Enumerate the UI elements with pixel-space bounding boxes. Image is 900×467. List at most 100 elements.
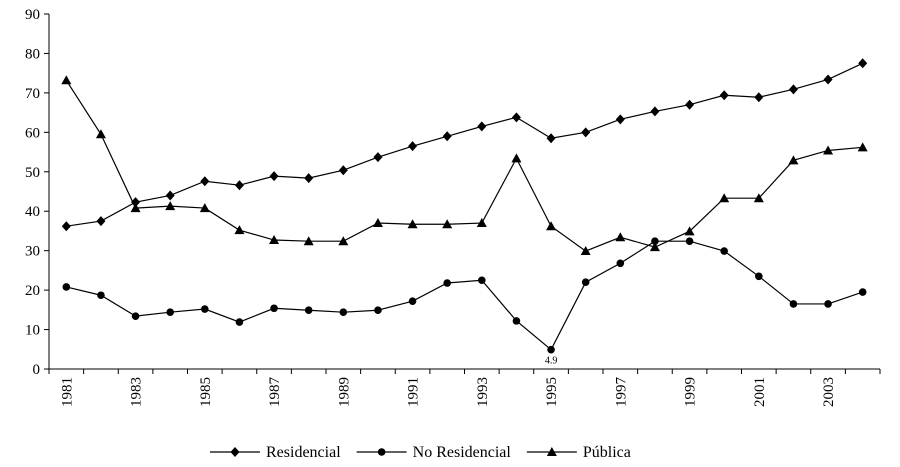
y-tick-label: 30 bbox=[25, 244, 40, 260]
marker-triangle bbox=[234, 225, 245, 235]
marker-triangle bbox=[511, 153, 522, 163]
marker-diamond bbox=[719, 90, 729, 101]
marker-circle bbox=[339, 308, 348, 317]
marker-circle bbox=[62, 283, 71, 291]
marker-diamond bbox=[304, 173, 314, 184]
legend-label: No Residencial bbox=[413, 444, 512, 461]
marker-circle bbox=[581, 278, 590, 287]
y-tick-label: 0 bbox=[33, 362, 41, 378]
y-tick-label: 10 bbox=[25, 323, 40, 339]
marker-diamond bbox=[408, 141, 418, 152]
legend-label: Pública bbox=[583, 444, 631, 461]
marker-diamond bbox=[61, 221, 71, 232]
y-tick-label: 90 bbox=[25, 7, 40, 23]
marker-triangle bbox=[269, 235, 280, 245]
marker-circle bbox=[720, 247, 728, 255]
y-tick-label: 80 bbox=[25, 46, 40, 62]
marker-circle bbox=[97, 291, 105, 300]
x-tick-label: 1981 bbox=[59, 377, 75, 407]
series-line bbox=[66, 240, 863, 351]
marker-diamond bbox=[442, 131, 452, 142]
marker-triangle bbox=[165, 201, 176, 211]
marker-diamond bbox=[96, 216, 106, 227]
marker-circle bbox=[131, 312, 140, 320]
marker-circle bbox=[685, 237, 694, 245]
y-tick-label: 40 bbox=[25, 204, 40, 220]
marker-circle bbox=[304, 306, 313, 315]
marker-circle bbox=[443, 279, 451, 287]
marker-triangle bbox=[303, 236, 314, 246]
marker-triangle bbox=[580, 246, 591, 256]
marker-diamond bbox=[788, 84, 798, 95]
marker-diamond bbox=[269, 171, 279, 182]
x-tick-label: 1999 bbox=[683, 377, 699, 407]
marker-diamond bbox=[823, 74, 833, 85]
marker-circle bbox=[858, 288, 867, 296]
marker-diamond bbox=[546, 133, 556, 144]
marker-triangle bbox=[61, 75, 72, 85]
marker-diamond bbox=[581, 127, 591, 138]
y-tick-label: 70 bbox=[25, 86, 40, 102]
marker-diamond bbox=[234, 180, 244, 191]
marker-diamond bbox=[165, 190, 175, 201]
legend-label: Residencial bbox=[266, 444, 341, 461]
marker-triangle bbox=[719, 193, 730, 203]
data-label: 4.9 bbox=[545, 356, 558, 367]
x-tick-label: 2001 bbox=[752, 377, 768, 407]
x-tick-label: 1989 bbox=[336, 377, 352, 407]
y-tick-label: 20 bbox=[25, 283, 40, 299]
marker-triangle bbox=[649, 242, 660, 252]
marker-triangle bbox=[199, 203, 210, 213]
marker-diamond bbox=[477, 121, 487, 132]
x-tick-label: 1995 bbox=[544, 377, 560, 407]
marker-circle bbox=[374, 306, 382, 315]
y-tick-label: 60 bbox=[25, 125, 40, 141]
marker-circle bbox=[201, 305, 209, 313]
marker-circle bbox=[512, 317, 521, 325]
marker-diamond bbox=[373, 152, 383, 163]
marker-diamond bbox=[858, 58, 868, 69]
marker-triangle bbox=[823, 145, 834, 155]
marker-diamond bbox=[511, 112, 521, 123]
marker-circle bbox=[789, 300, 798, 308]
marker-circle bbox=[824, 300, 832, 308]
marker-circle bbox=[755, 272, 763, 281]
y-tick-label: 50 bbox=[25, 165, 40, 181]
marker-triangle bbox=[546, 447, 557, 456]
marker-diamond bbox=[615, 114, 625, 125]
marker-triangle bbox=[684, 226, 695, 236]
marker-triangle bbox=[615, 232, 626, 242]
series-line bbox=[65, 79, 863, 252]
marker-diamond bbox=[338, 165, 348, 176]
marker-circle bbox=[235, 318, 244, 326]
marker-triangle bbox=[476, 218, 487, 228]
marker-triangle bbox=[788, 155, 799, 165]
x-tick-label: 1985 bbox=[198, 377, 214, 407]
marker-triangle bbox=[338, 236, 349, 246]
marker-diamond bbox=[754, 92, 764, 103]
x-tick-label: 1993 bbox=[475, 377, 491, 407]
marker-triangle bbox=[442, 219, 453, 229]
marker-triangle bbox=[407, 219, 418, 229]
x-tick-label: 2003 bbox=[821, 377, 837, 407]
marker-circle bbox=[408, 297, 417, 305]
marker-triangle bbox=[753, 193, 764, 203]
x-tick-label: 1991 bbox=[406, 377, 422, 407]
x-tick-label: 1983 bbox=[129, 377, 145, 407]
marker-triangle bbox=[130, 203, 141, 213]
marker-triangle bbox=[546, 221, 557, 231]
marker-triangle bbox=[95, 129, 106, 139]
x-tick-label: 1987 bbox=[267, 377, 283, 408]
marker-circle bbox=[270, 304, 278, 313]
marker-circle bbox=[547, 345, 555, 354]
marker-diamond bbox=[200, 176, 210, 187]
x-tick-label: 1997 bbox=[613, 377, 629, 408]
marker-diamond bbox=[230, 447, 240, 457]
marker-diamond bbox=[650, 106, 660, 117]
marker-circle bbox=[616, 259, 625, 268]
marker-diamond bbox=[685, 99, 695, 110]
marker-circle bbox=[377, 448, 386, 456]
series-line bbox=[66, 62, 863, 227]
marker-triangle bbox=[372, 218, 383, 228]
